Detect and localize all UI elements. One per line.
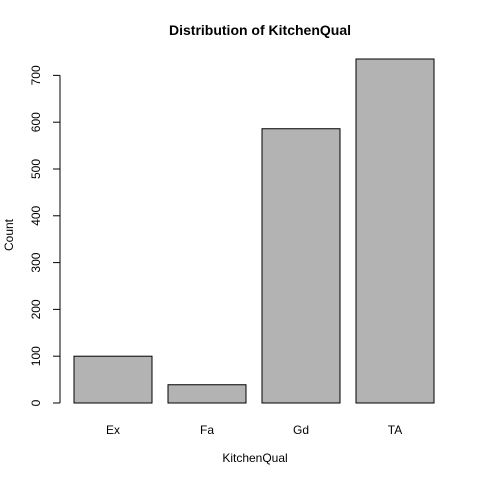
bar-ta xyxy=(355,58,435,404)
y-axis-label: Count xyxy=(2,218,16,251)
y-tick-label-700: 700 xyxy=(29,65,43,85)
y-tick-label-300: 300 xyxy=(29,252,43,272)
x-axis-label: KitchenQual xyxy=(222,451,287,465)
x-tick-label-ta: TA xyxy=(388,423,402,437)
bar-gd xyxy=(261,128,341,404)
x-tick-label-ex: Ex xyxy=(106,423,120,437)
x-tick-label-fa: Fa xyxy=(200,423,214,437)
bar-fa xyxy=(167,384,247,404)
chart-title: Distribution of KitchenQual xyxy=(169,22,351,38)
bars-group xyxy=(73,58,435,404)
y-tick-label-500: 500 xyxy=(29,159,43,179)
y-tick-label-0: 0 xyxy=(29,399,43,406)
y-tick-label-400: 400 xyxy=(29,205,43,225)
y-tick-label-600: 600 xyxy=(29,112,43,132)
y-axis: 0 100 200 300 400 500 600 700 xyxy=(29,65,61,406)
bar-ex xyxy=(73,355,153,404)
x-tick-labels: Ex Fa Gd TA xyxy=(106,423,402,437)
y-tick-label-100: 100 xyxy=(29,346,43,366)
x-tick-label-gd: Gd xyxy=(293,423,309,437)
y-tick-label-200: 200 xyxy=(29,299,43,319)
